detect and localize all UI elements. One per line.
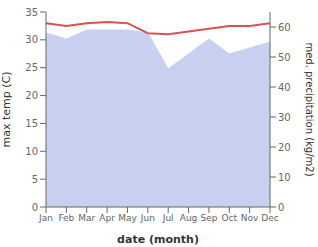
svg-text:40: 40 bbox=[278, 82, 291, 93]
svg-text:15: 15 bbox=[25, 118, 38, 129]
svg-text:Mar: Mar bbox=[78, 213, 95, 223]
svg-text:Apr: Apr bbox=[99, 213, 115, 223]
svg-text:Dec: Dec bbox=[261, 213, 278, 223]
svg-text:30: 30 bbox=[25, 34, 38, 45]
svg-text:Nov: Nov bbox=[241, 213, 259, 223]
svg-text:Jul: Jul bbox=[162, 213, 174, 223]
svg-text:max temp (C): max temp (C) bbox=[8, 71, 13, 147]
svg-text:0: 0 bbox=[32, 202, 38, 213]
svg-text:Jan: Jan bbox=[38, 213, 53, 223]
svg-text:50: 50 bbox=[278, 52, 291, 63]
svg-text:35: 35 bbox=[25, 7, 38, 18]
svg-text:Feb: Feb bbox=[58, 213, 74, 223]
svg-text:20: 20 bbox=[25, 90, 38, 101]
svg-text:5: 5 bbox=[32, 174, 38, 185]
svg-text:10: 10 bbox=[25, 146, 38, 157]
svg-text:Oct: Oct bbox=[221, 213, 237, 223]
svg-text:10: 10 bbox=[278, 172, 291, 183]
svg-text:30: 30 bbox=[278, 112, 291, 123]
svg-text:May: May bbox=[118, 213, 137, 223]
svg-text:Jun: Jun bbox=[140, 213, 155, 223]
svg-text:date (month): date (month) bbox=[117, 233, 199, 246]
svg-text:20: 20 bbox=[278, 142, 291, 153]
svg-text:Aug: Aug bbox=[180, 213, 198, 223]
svg-text:Sep: Sep bbox=[200, 213, 217, 223]
svg-text:med. precipitation (kg/m2): med. precipitation (kg/m2) bbox=[304, 42, 310, 176]
svg-text:60: 60 bbox=[278, 22, 291, 33]
svg-text:0: 0 bbox=[278, 202, 284, 213]
svg-text:25: 25 bbox=[25, 62, 38, 73]
